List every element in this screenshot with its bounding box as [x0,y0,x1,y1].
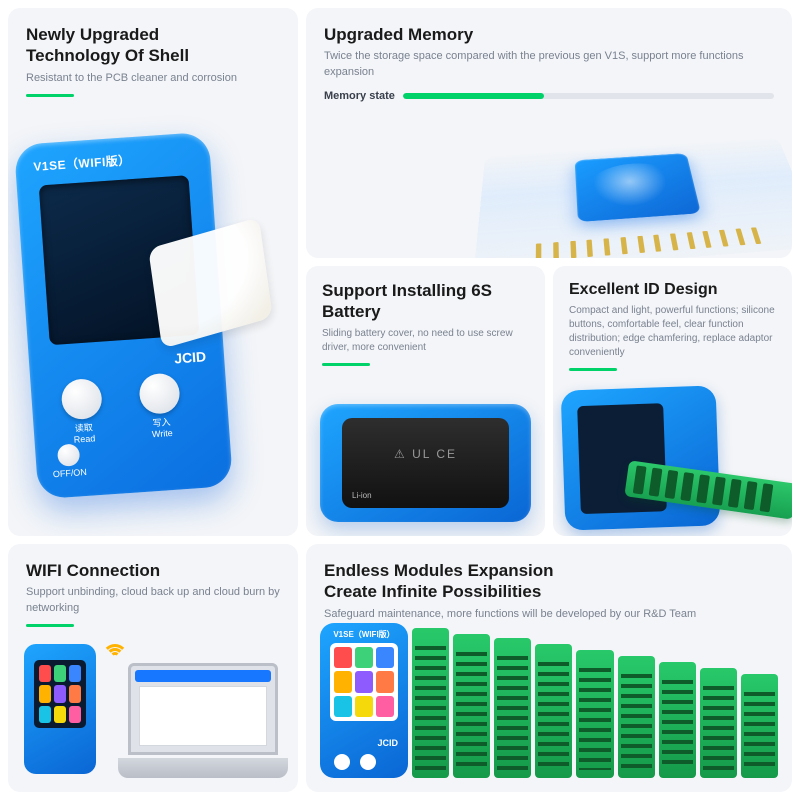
accent-underline [26,94,74,97]
write-button [138,372,181,415]
read-label: 读取 Read [58,419,109,445]
main-unit-btn1 [334,754,350,770]
feature-grid: Newly Upgraded Technology Of Shell Resis… [0,0,800,800]
laptop-window [139,686,267,746]
memory-state-row: Memory state [324,90,774,102]
module-board [576,650,613,778]
panel-shell-title: Newly Upgraded Technology Of Shell [26,24,280,67]
laptop-base [118,758,288,778]
panel-id-design: Excellent ID Design Compact and light, p… [553,266,792,536]
main-unit-brand: JCID [377,738,398,748]
panel-modules: Endless Modules Expansion Create Infinit… [306,544,792,792]
panel-shell-sub: Resistant to the PCB cleaner and corrosi… [26,71,280,86]
panel-battery-title: Support Installing 6S Battery [322,280,529,323]
panel-shell: Newly Upgraded Technology Of Shell Resis… [8,8,298,536]
panel-wifi-sub: Support unbinding, cloud back up and clo… [26,585,280,616]
write-label: 写入 Write [136,414,187,440]
module-board [741,674,778,778]
panel-id-title: Excellent ID Design [569,280,776,300]
read-button [60,378,103,421]
laptop-screen [128,663,278,755]
laptop-illustration [118,663,288,778]
main-unit-label: V1SE（WIFI版） [320,629,408,640]
device-model-label: V1SE（WIFI版） [33,151,131,175]
panel-memory-title: Upgraded Memory [324,24,774,45]
module-board [659,662,696,778]
memory-bar [403,93,774,99]
panel-memory: Upgraded Memory Twice the storage space … [306,8,792,258]
laptop-titlebar [135,670,271,682]
module-board [494,638,531,778]
battery-cell: Li-ion ⚠ UL CE [342,418,509,508]
battery-illustration: Li-ion ⚠ UL CE [320,404,531,522]
chip-icon [575,153,701,222]
panel-modules-title: Endless Modules Expansion Create Infinit… [324,560,774,603]
panel-battery-sub: Sliding battery cover, no need to use sc… [322,327,529,355]
memory-state-label: Memory state [324,90,395,102]
modules-row: V1SE（WIFI版） JCID [320,618,778,778]
mini-device-screen [34,660,86,728]
chip-pins [530,227,767,258]
id-device-illustration [561,385,721,530]
battery-mark: Li-ion [352,491,372,500]
chip-illustration [474,137,792,258]
mid-right-group: Support Installing 6S Battery Sliding ba… [306,266,792,536]
module-board [535,644,572,778]
main-unit-btn2 [360,754,376,770]
device-brand: JCID [174,348,207,366]
module-board [618,656,655,778]
battery-cert: ⚠ UL CE [394,447,457,461]
module-board [412,628,449,778]
panel-id-sub: Compact and light, powerful functions; s… [569,304,776,360]
accent-underline [322,363,370,366]
module-board [453,634,490,778]
accent-underline [569,368,617,371]
power-label: OFF/ON [45,466,96,479]
panel-battery: Support Installing 6S Battery Sliding ba… [306,266,545,536]
main-unit-screen [330,643,398,721]
accent-underline [26,624,74,627]
memory-bar-fill [403,93,544,99]
panel-wifi-title: WIFI Connection [26,560,280,581]
main-unit: V1SE（WIFI版） JCID [320,623,408,778]
power-button [57,443,80,466]
panel-wifi: WIFI Connection Support unbinding, cloud… [8,544,298,792]
module-board [700,668,737,778]
panel-memory-sub: Twice the storage space compared with th… [324,49,774,80]
mini-device [24,644,96,774]
